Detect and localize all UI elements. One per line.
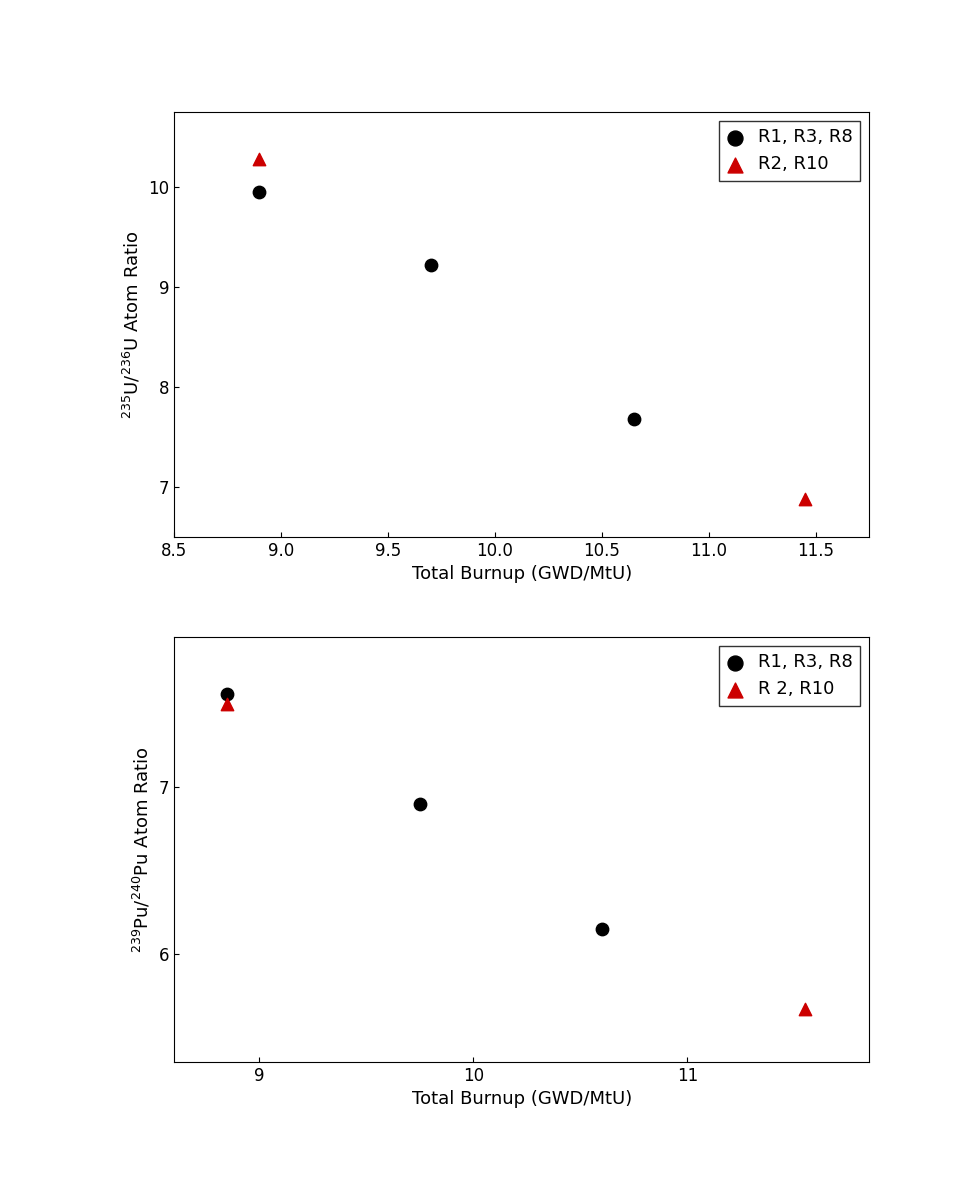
- R1, R3, R8: [412, 794, 428, 813]
- R 2, R10: [219, 694, 235, 713]
- R2, R10: [798, 490, 813, 509]
- R1, R3, R8: [626, 409, 641, 428]
- Y-axis label: $^{235}$U/$^{236}$U Atom Ratio: $^{235}$U/$^{236}$U Atom Ratio: [122, 230, 142, 419]
- R1, R3, R8: [594, 919, 610, 938]
- Y-axis label: $^{239}$Pu/$^{240}$Pu Atom Ratio: $^{239}$Pu/$^{240}$Pu Atom Ratio: [132, 746, 153, 953]
- X-axis label: Total Burnup (GWD/MtU): Total Burnup (GWD/MtU): [412, 565, 632, 583]
- R1, R3, R8: [219, 684, 235, 703]
- R2, R10: [252, 150, 268, 169]
- R 2, R10: [798, 999, 813, 1018]
- X-axis label: Total Burnup (GWD/MtU): Total Burnup (GWD/MtU): [412, 1090, 632, 1108]
- Legend: R1, R3, R8, R2, R10: R1, R3, R8, R2, R10: [719, 122, 861, 181]
- R1, R3, R8: [252, 183, 268, 202]
- R1, R3, R8: [423, 256, 439, 275]
- Legend: R1, R3, R8, R 2, R10: R1, R3, R8, R 2, R10: [719, 647, 861, 706]
